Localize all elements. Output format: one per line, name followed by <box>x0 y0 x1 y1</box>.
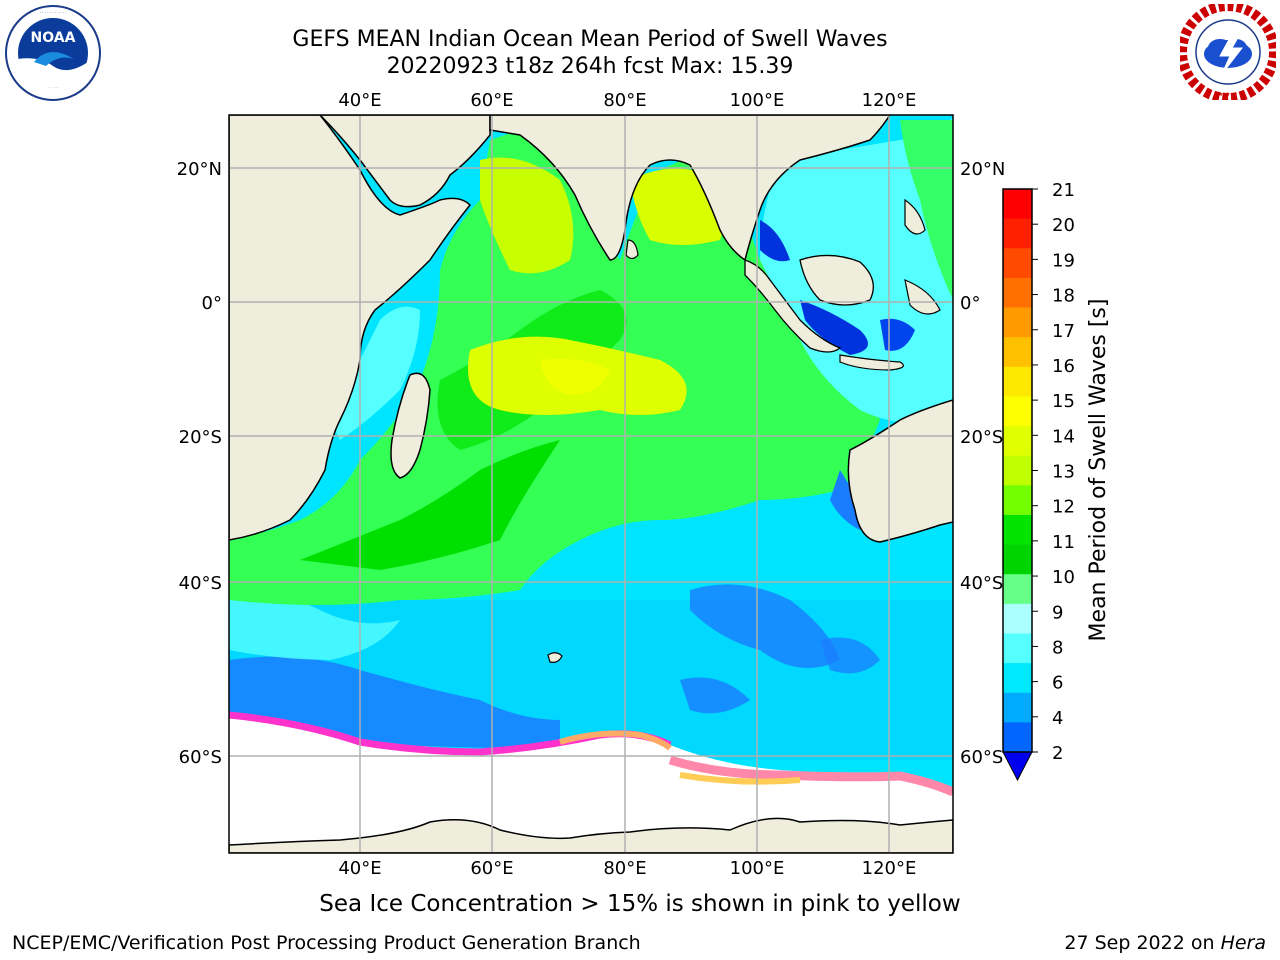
colorbar-segment <box>1003 663 1032 694</box>
land-madagascar <box>390 372 431 479</box>
colorbar-segment <box>1003 544 1032 575</box>
run-date-text: 27 Sep 2022 on <box>1064 932 1221 954</box>
colorbar-tick-label: 20 <box>1052 215 1075 236</box>
run-date: 27 Sep 2022 on Hera <box>1064 932 1266 954</box>
colorbar-segment <box>1003 574 1032 605</box>
colorbar-tick-label: 9 <box>1052 602 1063 623</box>
colorbar-tick-label: 6 <box>1052 673 1063 694</box>
land-sumatra <box>744 259 842 353</box>
colorbar-segment <box>1003 722 1032 753</box>
lon-tick-bottom: 60°E <box>470 858 513 879</box>
land-africa <box>229 115 472 541</box>
colorbar-segment <box>1003 248 1032 279</box>
colorbar-segment <box>1003 426 1032 457</box>
lon-tick-bottom: 80°E <box>603 858 646 879</box>
colorbar-segment <box>1003 485 1032 516</box>
land-java <box>839 354 904 371</box>
map-frame <box>228 114 954 854</box>
colorbar-extend-arrow <box>1002 751 1033 782</box>
colorbar-segment <box>1003 307 1032 338</box>
colorbar-segment <box>1003 366 1032 397</box>
map-title: GEFS MEAN Indian Ocean Mean Period of Sw… <box>292 27 888 52</box>
land-asia <box>489 115 891 262</box>
colorbar-tick-label: 4 <box>1052 708 1063 729</box>
svg-text:· · · · · · · · · · ·: · · · · · · · · · · · <box>40 10 67 15</box>
sea-ice-note: Sea Ice Concentration > 15% is shown in … <box>319 891 961 917</box>
lat-tick-left: 40°S <box>179 573 222 594</box>
nws-logo: ★ ★ ★ <box>1180 4 1276 100</box>
colorbar-tick-label: 11 <box>1052 532 1075 553</box>
colorbar-segment <box>1003 218 1032 249</box>
colorbar-tick-label: 16 <box>1052 356 1075 377</box>
lat-tick-right: 20°N <box>960 159 1005 180</box>
colorbar-tick-label: 18 <box>1052 286 1075 307</box>
lat-tick-right: 20°S <box>960 427 1003 448</box>
colorbar-tick-label: 10 <box>1052 567 1075 588</box>
colorbar-segment <box>1003 277 1032 309</box>
colorbar-tick-label: 15 <box>1052 391 1075 412</box>
colorbar-tick-label: 14 <box>1052 426 1075 447</box>
colorbar-segment <box>1003 692 1032 723</box>
colorbar-segment <box>1003 189 1032 220</box>
lat-tick-left: 60°S <box>179 747 222 768</box>
map-subtitle: 20220923 t18z 264h fcst Max: 15.39 <box>386 54 794 79</box>
colorbar: 21 20 19 18 17 16 15 14 13 12 11 10 9 8 6 4 2 <box>1002 180 1075 782</box>
land-borneo <box>799 254 874 306</box>
lon-tick-top: 60°E <box>470 90 513 111</box>
land-antarctica <box>229 817 953 853</box>
map-field <box>229 115 953 853</box>
noaa-logo: NOAA · · · · · · · · · · · <box>5 5 101 101</box>
lat-tick-right: 0° <box>960 293 980 314</box>
lon-tick-top: 80°E <box>603 90 646 111</box>
colorbar-tick-label: 8 <box>1052 637 1063 658</box>
lat-tick-left: 20°N <box>177 159 222 180</box>
land-arabia <box>318 115 491 208</box>
colorbar-segment <box>1003 337 1032 368</box>
colorbar-segment <box>1003 514 1032 546</box>
lat-tick-left: 20°S <box>179 427 222 448</box>
lat-tick-right: 40°S <box>960 573 1003 594</box>
lat-tick-right: 60°S <box>960 747 1003 768</box>
lon-tick-bottom: 40°E <box>338 858 381 879</box>
colorbar-tick-label: 21 <box>1052 180 1075 201</box>
lon-tick-top: 40°E <box>338 90 381 111</box>
lon-tick-bottom: 100°E <box>730 858 785 879</box>
colorbar-tick-label: 17 <box>1052 321 1075 342</box>
lat-tick-left: 0° <box>202 293 222 314</box>
machine-name: Hera <box>1220 932 1266 954</box>
colorbar-segment <box>1003 396 1032 427</box>
lon-tick-top: 120°E <box>862 90 917 111</box>
svg-text:★ ★ ★: ★ ★ ★ <box>1218 91 1238 98</box>
lon-tick-top: 100°E <box>730 90 785 111</box>
lon-tick-bottom: 120°E <box>862 858 917 879</box>
colorbar-tick-label: 13 <box>1052 462 1075 483</box>
branch-credit: NCEP/EMC/Verification Post Processing Pr… <box>12 932 641 954</box>
colorbar-tick-label: 2 <box>1052 743 1063 764</box>
colorbar-segment <box>1003 603 1032 634</box>
colorbar-tick-label: 19 <box>1052 250 1075 271</box>
noaa-logo-text: NOAA <box>31 30 76 46</box>
colorbar-segment <box>1003 455 1032 486</box>
graticule <box>229 115 953 853</box>
colorbar-tick-label: 12 <box>1052 497 1075 518</box>
colorbar-segment <box>1003 633 1032 664</box>
colorbar-label: Mean Period of Swell Waves [s] <box>1086 299 1111 642</box>
